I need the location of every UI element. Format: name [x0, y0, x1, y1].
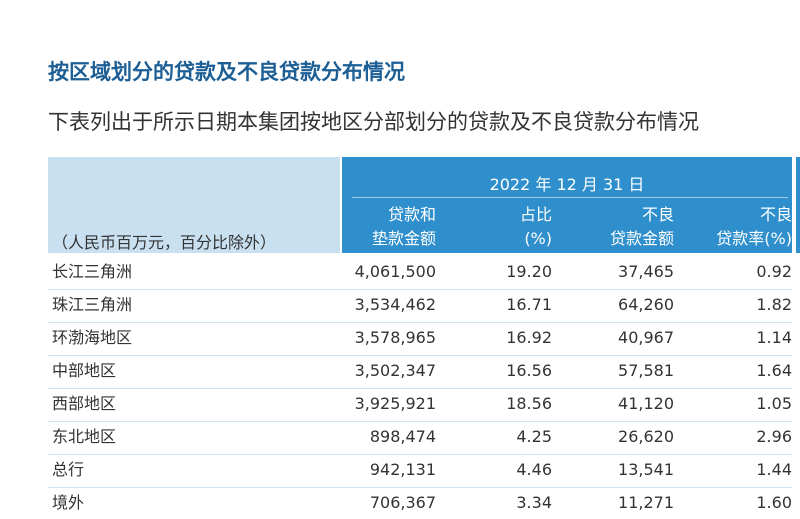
column-header-line: 贷款率(%) [716, 229, 792, 248]
npl-ratio-value: 0.92 [756, 262, 792, 281]
region-name: 东北地区 [52, 427, 117, 446]
table-row: 境外 706,367 3.34 11,271 1.60 [48, 487, 792, 519]
column-header-line: 占比 [519, 205, 552, 224]
header-gap [792, 157, 796, 253]
column-header-npl: 不良 贷款金额 [610, 203, 674, 251]
table-row: 东北地区 898,474 4.25 26,620 2.96 [48, 421, 792, 453]
npl-ratio-value: 1.05 [756, 394, 792, 413]
header-divider [352, 197, 788, 198]
table-header-label-cell: （人民币百万元，百分比除外） [48, 157, 340, 253]
loans-value: 706,367 [369, 493, 436, 512]
region-name: 中部地区 [52, 361, 117, 380]
row-divider [48, 289, 792, 290]
share-value: 19.20 [506, 262, 552, 281]
table-header-values: 2022 年 12 月 31 日 贷款和 垫款金额 占比 (%) 不良 贷款金额… [342, 157, 792, 253]
loans-value: 3,578,965 [354, 328, 436, 347]
region-name: 境外 [52, 493, 85, 512]
npl-value: 13,541 [618, 460, 674, 479]
loans-value: 898,474 [369, 427, 436, 446]
column-header-share: 占比 (%) [520, 203, 552, 251]
npl-value: 37,465 [618, 262, 674, 281]
period-label: 2022 年 12 月 31 日 [489, 175, 645, 194]
npl-ratio-value: 1.14 [756, 328, 792, 347]
row-divider [48, 388, 792, 389]
region-name: 珠江三角洲 [52, 295, 133, 314]
npl-value: 26,620 [618, 427, 674, 446]
region-name: 环渤海地区 [52, 328, 133, 347]
npl-ratio-value: 1.44 [756, 460, 792, 479]
section-subtitle: 下表列出于所示日期本集团按地区分部划分的贷款及不良贷款分布情况 [48, 110, 699, 134]
unit-note: （人民币百万元，百分比除外） [52, 233, 277, 252]
row-divider [48, 322, 792, 323]
region-name: 总行 [52, 460, 85, 479]
column-header-line: 贷款金额 [609, 229, 674, 248]
table-row: 总行 942,131 4.46 13,541 1.44 [48, 454, 792, 486]
npl-ratio-value: 1.82 [756, 295, 792, 314]
npl-ratio-value: 1.60 [756, 493, 792, 512]
row-divider [48, 421, 792, 422]
table-row: 环渤海地区 3,578,965 16.92 40,967 1.14 [48, 322, 792, 354]
npl-value: 41,120 [618, 394, 674, 413]
region-name: 西部地区 [52, 394, 117, 413]
section-title: 按区域划分的贷款及不良贷款分布情况 [48, 60, 405, 84]
column-header-npl-ratio: 不良 贷款率(%) [716, 203, 792, 251]
npl-value: 64,260 [618, 295, 674, 314]
loans-value: 3,502,347 [354, 361, 436, 380]
npl-ratio-value: 1.64 [756, 361, 792, 380]
row-divider [48, 355, 792, 356]
table-row: 长江三角洲 4,061,500 19.20 37,465 0.92 [48, 256, 792, 288]
column-header-line: 垫款金额 [371, 229, 436, 248]
share-value: 3.34 [516, 493, 552, 512]
loans-value: 3,925,921 [354, 394, 436, 413]
column-header-line: (%) [524, 229, 552, 248]
share-value: 16.92 [506, 328, 552, 347]
loans-value: 4,061,500 [354, 262, 436, 281]
region-name: 长江三角洲 [52, 262, 133, 281]
npl-ratio-value: 2.96 [756, 427, 792, 446]
share-value: 4.46 [516, 460, 552, 479]
column-header-line: 贷款和 [387, 205, 436, 224]
row-divider [48, 454, 792, 455]
npl-value: 57,581 [618, 361, 674, 380]
row-divider [48, 487, 792, 488]
table-row: 西部地区 3,925,921 18.56 41,120 1.05 [48, 388, 792, 420]
column-header-line: 不良 [641, 205, 674, 224]
share-value: 4.25 [516, 427, 552, 446]
table-row: 中部地区 3,502,347 16.56 57,581 1.64 [48, 355, 792, 387]
column-header-line: 不良 [759, 205, 792, 224]
share-value: 16.71 [506, 295, 552, 314]
header-next-column [796, 157, 800, 253]
share-value: 18.56 [506, 394, 552, 413]
column-header-loans: 贷款和 垫款金额 [372, 203, 436, 251]
share-value: 16.56 [506, 361, 552, 380]
npl-value: 11,271 [618, 493, 674, 512]
loans-value: 942,131 [369, 460, 436, 479]
npl-value: 40,967 [618, 328, 674, 347]
table-row: 珠江三角洲 3,534,462 16.71 64,260 1.82 [48, 289, 792, 321]
loan-distribution-table: （人民币百万元，百分比除外） 2022 年 12 月 31 日 贷款和 垫款金额… [48, 157, 800, 512]
loans-value: 3,534,462 [354, 295, 436, 314]
